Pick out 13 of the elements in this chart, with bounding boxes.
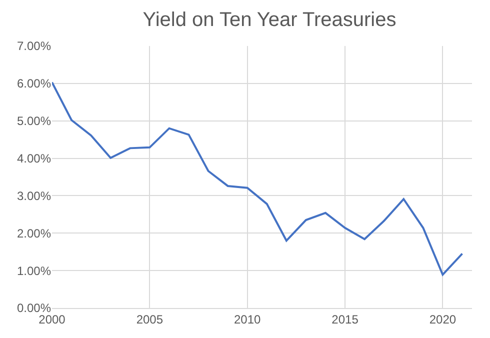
x-tick-label: 2010 bbox=[234, 312, 262, 326]
chart-title: Yield on Ten Year Treasuries bbox=[142, 8, 396, 31]
y-tick-label: 1.00% bbox=[16, 264, 52, 278]
y-tick-label: 4.00% bbox=[16, 151, 52, 166]
x-tick-label: 2015 bbox=[332, 312, 359, 326]
y-tick-label: 6.00% bbox=[16, 76, 52, 91]
y-tick-label: 3.00% bbox=[16, 188, 52, 203]
y-tick-label: 7.00% bbox=[16, 39, 52, 54]
line-series bbox=[52, 81, 464, 276]
x-tick-label: 2020 bbox=[429, 312, 456, 326]
y-tick-label: 5.00% bbox=[16, 114, 52, 128]
y-tick-label: 2.00% bbox=[16, 226, 52, 240]
x-tick-label: 2005 bbox=[136, 312, 164, 326]
